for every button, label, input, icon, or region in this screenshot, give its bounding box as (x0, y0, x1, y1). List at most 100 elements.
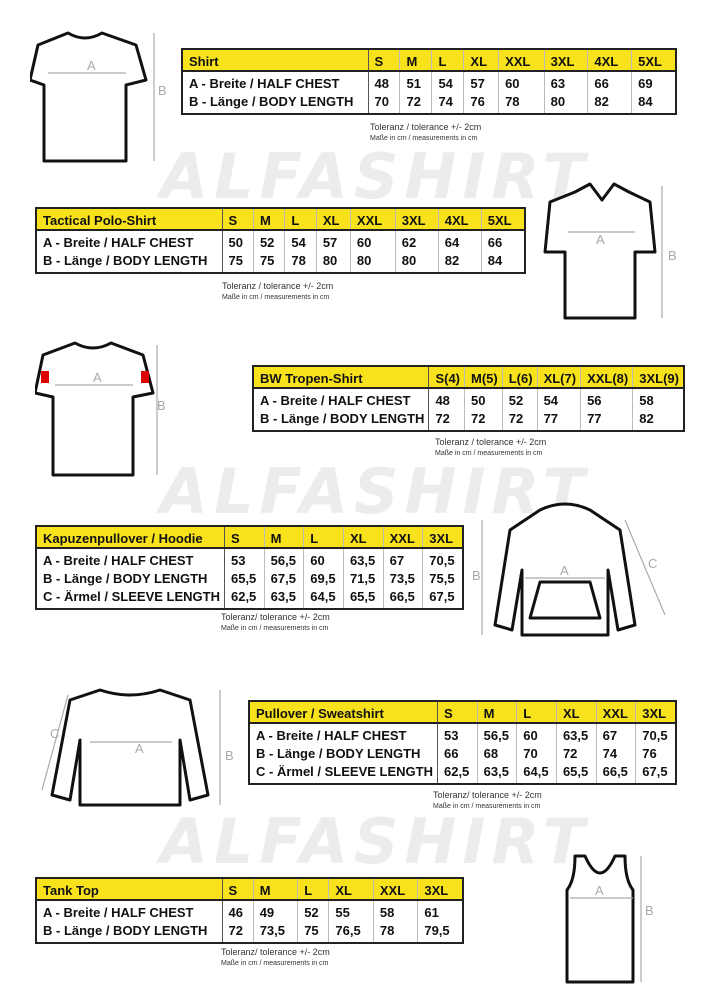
size-header: M (399, 49, 432, 72)
bw-tropen-shirt-illustration: A B (35, 341, 166, 477)
measurement-cell: 84 (480, 251, 525, 273)
size-header: 3XL (635, 701, 676, 724)
size-header: XXL(8) (580, 366, 633, 389)
measurement-cell: 75 (297, 921, 329, 943)
tolerance-note: Toleranz/ tolerance +/- 2cm Maße in cm / … (433, 790, 542, 812)
measurement-cell: 64 (437, 230, 482, 251)
size-header: S (223, 526, 265, 549)
hoodie-illustration: A B C (472, 502, 666, 637)
size-header: M (252, 878, 298, 901)
measurement-cell: 63,5 (342, 548, 384, 569)
measurement-cell: 84 (631, 92, 676, 114)
table-title: Tactical Polo-Shirt (36, 208, 223, 231)
table-title: Pullover / Sweatshirt (249, 701, 438, 724)
tolerance-text: Toleranz / tolerance +/- 2cm (370, 122, 482, 132)
measurement-cell: 66,5 (595, 762, 636, 784)
measurement-cell: 65,5 (342, 587, 384, 609)
measurement-cell: 64,5 (303, 587, 344, 609)
measurement-cell: 69 (631, 71, 676, 92)
measurement-cell: 56 (580, 388, 633, 409)
size-header: 4XL (587, 49, 632, 72)
header-row: Shirt S M L XL XXL 3XL 4XL 5XL (182, 49, 676, 72)
measurement-cell: 62,5 (223, 587, 265, 609)
measurement-cell: 51 (399, 71, 432, 92)
size-header: M (263, 526, 304, 549)
size-header: L (297, 878, 329, 901)
table-row: B - Länge / BODY LENGTH 70 72 74 76 78 80 82 84 (182, 92, 676, 114)
size-table: Pullover / Sweatshirt S M L XL XXL 3XL A - Brei… (248, 700, 677, 785)
dim-label-b: B (472, 568, 481, 583)
measurement-cell: 58 (372, 900, 418, 921)
measurement-unit-note: Maße in cm / measurements in cm (222, 294, 330, 301)
measurement-cell: 60 (349, 230, 396, 251)
size-header: M (252, 208, 285, 231)
dim-label-a: A (560, 563, 569, 578)
tshirt-illustration: A B (30, 31, 167, 163)
size-table: Shirt S M L XL XXL 3XL 4XL 5XL A - Breite / HALF … (181, 48, 677, 115)
measurement-cell: 74 (595, 744, 636, 762)
measurement-cell: 76,5 (328, 921, 374, 943)
measurement-cell: 52 (501, 388, 538, 409)
measurement-cell: 64,5 (516, 762, 557, 784)
measurement-cell: 79,5 (417, 921, 463, 943)
size-header: 3XL(9) (632, 366, 684, 389)
measurement-cell: 75,5 (422, 569, 463, 587)
measurement-cell: 52 (297, 900, 329, 921)
row-label: B - Länge / BODY LENGTH (36, 921, 223, 943)
size-header: M (476, 701, 517, 724)
size-header: XXL (498, 49, 545, 72)
size-header: XXL (382, 526, 423, 549)
dim-label-a: A (596, 232, 605, 247)
table-title: Shirt (182, 49, 369, 72)
tolerance-text: Toleranz/ tolerance +/- 2cm (433, 790, 542, 800)
dim-label-b: B (158, 83, 167, 98)
table-row: A - Breite / HALF CHEST 53 56,5 60 63,5 67 70,… (36, 548, 463, 569)
measurement-cell: 76 (635, 744, 676, 762)
measurement-cell: 72 (501, 409, 538, 431)
size-table: Tactical Polo-Shirt S M L XL XXL 3XL 4XL 5XL A - … (35, 207, 526, 274)
table-title: Tank Top (36, 878, 223, 901)
measurement-cell: 60 (516, 723, 557, 744)
dim-label-b: B (225, 748, 234, 763)
size-header: 5XL (631, 49, 676, 72)
measurement-cell: 70,5 (635, 723, 676, 744)
row-label: A - Breite / HALF CHEST (36, 230, 223, 251)
measurement-cell: 66,5 (382, 587, 423, 609)
measurement-cell: 54 (284, 230, 317, 251)
measurement-cell: 73,5 (382, 569, 423, 587)
measurement-unit-note: Maße in cm / measurements in cm (435, 450, 543, 457)
measurement-cell: 67 (595, 723, 636, 744)
header-row: Tank Top S M L XL XXL 3XL (36, 878, 463, 901)
measurement-cell: 66 (480, 230, 525, 251)
measurement-cell: 65,5 (555, 762, 597, 784)
size-table: Kapuzenpullover / Hoodie S M L XL XXL 3XL A - B… (35, 525, 464, 610)
measurement-cell: 50 (221, 230, 254, 251)
measurement-cell: 62 (394, 230, 439, 251)
size-header: XXL (372, 878, 418, 901)
tank-top-illustration: A B (565, 854, 654, 984)
measurement-unit-note: Maße in cm / measurements in cm (370, 135, 478, 142)
table-title: BW Tropen-Shirt (253, 366, 430, 389)
measurement-cell: 74 (431, 92, 464, 114)
table-title: Kapuzenpullover / Hoodie (36, 526, 225, 549)
dim-label-a: A (595, 883, 604, 898)
dim-label-c: C (648, 556, 657, 571)
measurement-cell: 63,5 (476, 762, 517, 784)
size-header: XL (463, 49, 499, 72)
measurement-unit-note: Maße in cm / measurements in cm (433, 803, 541, 810)
dim-label-b: B (668, 248, 677, 263)
measurement-cell: 57 (463, 71, 499, 92)
table-row: A - Breite / HALF CHEST 48 50 52 54 56 58 (253, 388, 684, 409)
measurement-cell: 63,5 (263, 587, 304, 609)
measurement-cell: 63,5 (555, 723, 597, 744)
dim-label-b: B (157, 398, 166, 413)
row-label: B - Länge / BODY LENGTH (182, 92, 369, 114)
size-table: BW Tropen-Shirt S(4) M(5) L(6) XL(7) XXL(8) 3X… (252, 365, 685, 432)
row-label: A - Breite / HALF CHEST (36, 900, 223, 921)
tolerance-note: Toleranz/ tolerance +/- 2cm Maße in cm / … (221, 947, 330, 969)
table-row: B - Länge / BODY LENGTH 75 75 78 80 80 80 82 84 (36, 251, 525, 273)
measurement-cell: 67,5 (635, 762, 676, 784)
size-table: Tank Top S M L XL XXL 3XL A - Breite / HALF CHE… (35, 877, 464, 944)
size-header: L (303, 526, 344, 549)
size-header: S(4) (428, 366, 465, 389)
